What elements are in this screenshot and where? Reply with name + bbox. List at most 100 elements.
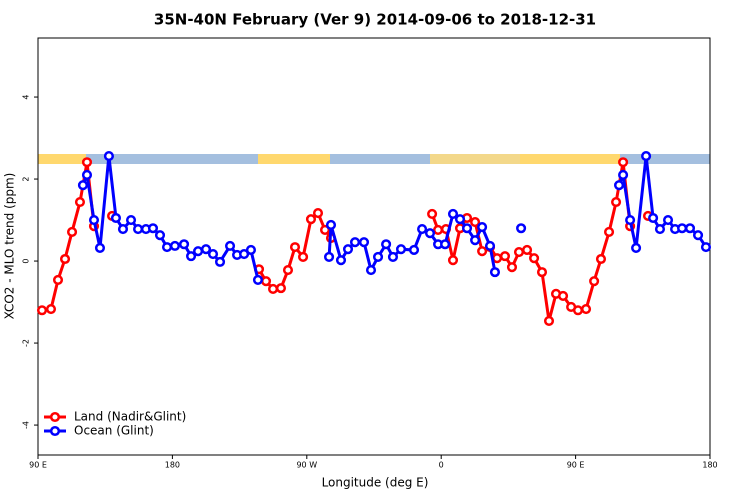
data-point <box>522 244 533 256</box>
data-point <box>193 246 204 257</box>
data-point <box>489 267 501 278</box>
data-point <box>161 242 173 253</box>
x-tick-label: 180 <box>165 461 180 470</box>
data-point <box>395 244 407 255</box>
data-point <box>81 169 93 180</box>
data-point <box>207 249 219 260</box>
data-point <box>275 283 287 294</box>
y-axis-label: XCO2 - MLO trend (ppm) <box>3 173 17 320</box>
data-point <box>440 239 451 250</box>
data-point <box>358 237 370 248</box>
y-tick-label: 2 <box>22 177 31 182</box>
data-point <box>558 290 569 301</box>
x-tick-label: 0 <box>439 461 444 470</box>
data-point <box>117 224 129 235</box>
data-point <box>470 235 481 246</box>
data-point <box>461 223 473 234</box>
data-point <box>513 246 525 258</box>
data-point <box>470 217 481 228</box>
data-point <box>125 215 137 226</box>
data-point <box>335 255 347 266</box>
data-point <box>618 157 629 168</box>
data-point <box>611 196 622 208</box>
surface-mask-bar <box>38 154 710 164</box>
data-point <box>572 305 584 316</box>
data-point <box>700 242 712 253</box>
data-point <box>454 214 466 225</box>
data-point <box>282 265 294 276</box>
data-point <box>372 251 384 263</box>
y-tick-label: 0 <box>22 259 31 264</box>
data-point <box>214 256 226 267</box>
data-point <box>365 265 377 276</box>
data-point <box>477 221 488 233</box>
legend-label: Land (Nadir&Glint) <box>74 410 186 424</box>
data-point <box>424 228 436 239</box>
y-tick-label: -4 <box>22 421 31 429</box>
data-point <box>447 255 459 266</box>
data-point <box>298 251 309 263</box>
ocean-mask <box>620 154 710 164</box>
land-mask <box>520 154 620 164</box>
data-point <box>408 244 420 256</box>
data-point <box>245 244 256 256</box>
data-point <box>648 212 659 224</box>
series <box>77 151 712 285</box>
data-point <box>66 226 78 237</box>
data-point <box>543 315 555 326</box>
data-point <box>536 267 548 278</box>
data-point <box>614 180 625 191</box>
data-point <box>169 240 180 251</box>
data-point <box>589 276 600 287</box>
data-point <box>477 246 488 257</box>
data-point <box>268 283 279 294</box>
data-point <box>433 224 444 235</box>
data-point <box>52 274 64 285</box>
data-point <box>110 212 122 224</box>
data-point <box>506 262 518 273</box>
data-point <box>260 276 272 287</box>
data-point <box>200 244 212 255</box>
data-point <box>641 151 652 162</box>
plot-frame <box>37 37 711 456</box>
data-point <box>45 303 57 315</box>
data-point <box>252 274 264 285</box>
data-point <box>529 253 540 264</box>
data-point <box>342 244 354 255</box>
data-point <box>427 208 438 219</box>
data-point <box>305 214 317 225</box>
data-point <box>94 242 106 253</box>
data-point <box>684 223 696 234</box>
data-point <box>499 251 511 262</box>
series <box>38 158 652 324</box>
data-point <box>484 240 496 251</box>
data-point <box>618 169 629 180</box>
data-point <box>349 237 361 248</box>
data-point <box>133 224 144 235</box>
data-point <box>492 253 503 264</box>
data-point <box>178 239 190 250</box>
data-point <box>595 253 607 265</box>
data-point <box>147 223 159 234</box>
data-point <box>319 224 331 235</box>
land-mask <box>258 154 330 164</box>
data-point <box>387 251 399 263</box>
data-point <box>312 208 324 219</box>
data-point <box>625 215 636 226</box>
legend-marker <box>49 411 61 423</box>
x-tick-label: 90 E <box>29 461 47 470</box>
data-point <box>81 157 93 168</box>
legend-label: Ocean (Glint) <box>74 424 154 438</box>
data-point <box>516 223 527 234</box>
x-tick-label: 90 W <box>296 461 317 470</box>
ocean-mask <box>86 154 258 164</box>
data-point <box>74 196 86 208</box>
data-point <box>154 230 166 241</box>
y-tick-label: -2 <box>22 339 31 347</box>
data-point <box>324 251 335 263</box>
legend-marker <box>49 425 61 437</box>
x-tick-label: 180 <box>702 461 717 470</box>
data-point <box>77 180 88 191</box>
y-tick-label: 4 <box>22 94 31 99</box>
